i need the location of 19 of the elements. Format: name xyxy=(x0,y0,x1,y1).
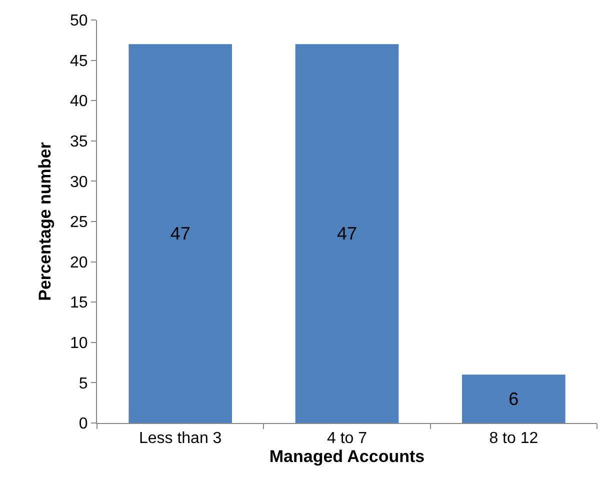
y-tick-label: 30 xyxy=(70,174,88,191)
x-tick-label: 4 to 7 xyxy=(326,430,368,448)
y-tick-label: 0 xyxy=(78,416,88,433)
data-label: 47 xyxy=(170,224,190,244)
y-tick-label: 15 xyxy=(70,294,88,312)
x-tick-label: Less than 3 xyxy=(138,430,222,448)
y-tick-label: 40 xyxy=(70,93,88,110)
y-tick-label: 20 xyxy=(70,254,88,272)
x-tick-label: 8 to 12 xyxy=(489,430,538,448)
y-tick-label: 10 xyxy=(70,335,88,352)
y-tick-label: 35 xyxy=(70,134,88,150)
data-label: 47 xyxy=(336,224,358,244)
data-label: 6 xyxy=(508,388,519,409)
y-axis-title: Percentage number xyxy=(36,142,55,301)
y-tick-label: 45 xyxy=(70,52,88,70)
y-tick-label: 50 xyxy=(70,12,88,30)
y-tick-label: 5 xyxy=(78,375,88,392)
x-axis-title: Managed Accounts xyxy=(269,447,425,466)
y-tick-label: 25 xyxy=(70,214,88,232)
